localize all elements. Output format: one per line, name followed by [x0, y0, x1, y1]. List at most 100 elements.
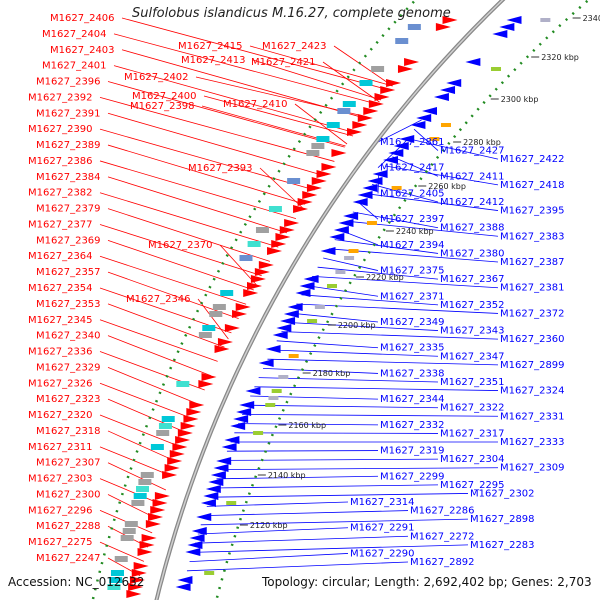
- right-gene-label: M1627_2290: [350, 548, 415, 559]
- forward-gene: [352, 121, 368, 129]
- forward-gene: [152, 499, 168, 507]
- feature-block-inner: [271, 389, 282, 393]
- mid-leader-line: [197, 298, 229, 340]
- tick-label: 2160 kbp: [288, 421, 326, 430]
- forward-gene: [148, 513, 164, 521]
- feature-block: [247, 241, 261, 247]
- left-gene-label: M1627_2345: [28, 315, 93, 326]
- feature-block-inner: [391, 186, 402, 190]
- right-gene-label: M1627_2367: [440, 274, 505, 285]
- feature-block-inner: [335, 270, 346, 274]
- left-gene-label: M1627_2389: [36, 140, 101, 151]
- reverse-gene: [446, 79, 462, 87]
- reverse-gene: [393, 142, 409, 150]
- forward-gene: [169, 450, 185, 458]
- mid-gene-label: M1627_2413: [181, 55, 246, 66]
- feature-block: [198, 332, 212, 338]
- right-gene-label: M1627_2322: [440, 403, 505, 414]
- forward-gene: [183, 415, 199, 423]
- left-leader-line: [107, 303, 225, 348]
- reverse-gene: [283, 310, 299, 318]
- feature-block-inner: [288, 354, 299, 358]
- right-gene-label: M1627_2299: [380, 471, 445, 482]
- left-gene-label: M1627_2390: [28, 124, 93, 135]
- feature-block: [239, 255, 253, 261]
- forward-gene: [279, 226, 295, 234]
- left-gene-label: M1627_2403: [50, 45, 115, 56]
- feature-block-inner: [344, 256, 355, 260]
- left-gene-label: M1627_2303: [28, 474, 93, 485]
- forward-gene: [404, 58, 420, 66]
- forward-gene: [139, 541, 155, 549]
- left-gene-label: M1627_2340: [36, 331, 101, 342]
- mid-leader-line: [259, 167, 303, 209]
- reverse-gene: [499, 23, 515, 31]
- left-gene-label: M1627_2296: [28, 505, 93, 516]
- reverse-gene: [265, 345, 281, 353]
- right-leader-line: [186, 561, 409, 572]
- reverse-gene: [383, 156, 399, 164]
- right-leader-line: [281, 331, 499, 340]
- forward-gene: [293, 205, 309, 213]
- feature-block-inner: [226, 501, 237, 505]
- right-leader-line: [358, 202, 379, 220]
- feature-block: [140, 472, 154, 478]
- left-gene-label: M1627_2377: [28, 219, 93, 230]
- accession-text: Accession: NC_012632: [8, 575, 145, 589]
- left-leader-line: [107, 239, 254, 291]
- right-gene-label: M1627_2295: [440, 480, 505, 491]
- mid-leader-line: [333, 45, 393, 87]
- mid-gene-label: M1627_2400: [132, 91, 197, 102]
- feature-block: [107, 584, 121, 590]
- right-gene-label: M1627_2338: [380, 368, 445, 379]
- right-gene-label: M1627_2418: [500, 180, 565, 191]
- feature-block: [114, 556, 128, 562]
- forward-gene: [164, 464, 180, 472]
- feature-block: [407, 24, 421, 30]
- right-leader-line: [385, 165, 499, 186]
- right-leader-line: [200, 518, 469, 526]
- reverse-gene: [433, 93, 449, 101]
- tick-label: 2200 kbp: [338, 321, 376, 330]
- left-leader-line: [99, 414, 182, 448]
- feature-block-inner: [491, 67, 502, 71]
- mid-gene-label: M1627_2423: [262, 41, 327, 52]
- mid-gene-label: M1627_2346: [126, 294, 191, 305]
- right-leader-line: [406, 138, 499, 160]
- forward-gene: [331, 149, 347, 157]
- right-gene-label: M1627_2349: [380, 317, 445, 328]
- reverse-gene: [399, 135, 415, 143]
- forward-gene: [284, 219, 300, 227]
- left-gene-label: M1627_2329: [36, 362, 101, 373]
- left-leader-line: [99, 478, 162, 505]
- right-gene-label: M1627_2360: [500, 334, 565, 345]
- feature-block-inner: [348, 249, 359, 253]
- right-leader-line: [296, 303, 499, 314]
- forward-gene: [397, 65, 413, 73]
- reverse-gene: [416, 114, 432, 122]
- reverse-gene: [175, 583, 191, 591]
- feature-block-inner: [307, 319, 318, 323]
- left-leader-line: [107, 335, 212, 377]
- right-leader-line: [306, 285, 379, 297]
- forward-gene: [175, 436, 191, 444]
- reverse-gene: [196, 513, 212, 521]
- feature-block: [268, 206, 282, 212]
- forward-gene: [316, 170, 332, 178]
- forward-gene: [254, 268, 270, 276]
- feature-block-inner: [429, 137, 440, 141]
- feature-block-inner: [314, 305, 325, 309]
- right-leader-line: [377, 147, 400, 169]
- feature-block-inner: [366, 221, 377, 225]
- right-gene-label: M1627_2383: [500, 231, 565, 242]
- reverse-gene: [187, 541, 203, 549]
- tick-label: 2140 kbp: [268, 471, 306, 480]
- right-leader-line: [209, 493, 469, 498]
- forward-gene: [129, 576, 145, 584]
- right-leader-line: [206, 501, 349, 507]
- right-leader-line: [413, 128, 439, 151]
- right-gene-label: M1627_2892: [410, 557, 475, 568]
- reverse-gene: [185, 548, 201, 556]
- right-gene-label: M1627_2417: [380, 163, 445, 174]
